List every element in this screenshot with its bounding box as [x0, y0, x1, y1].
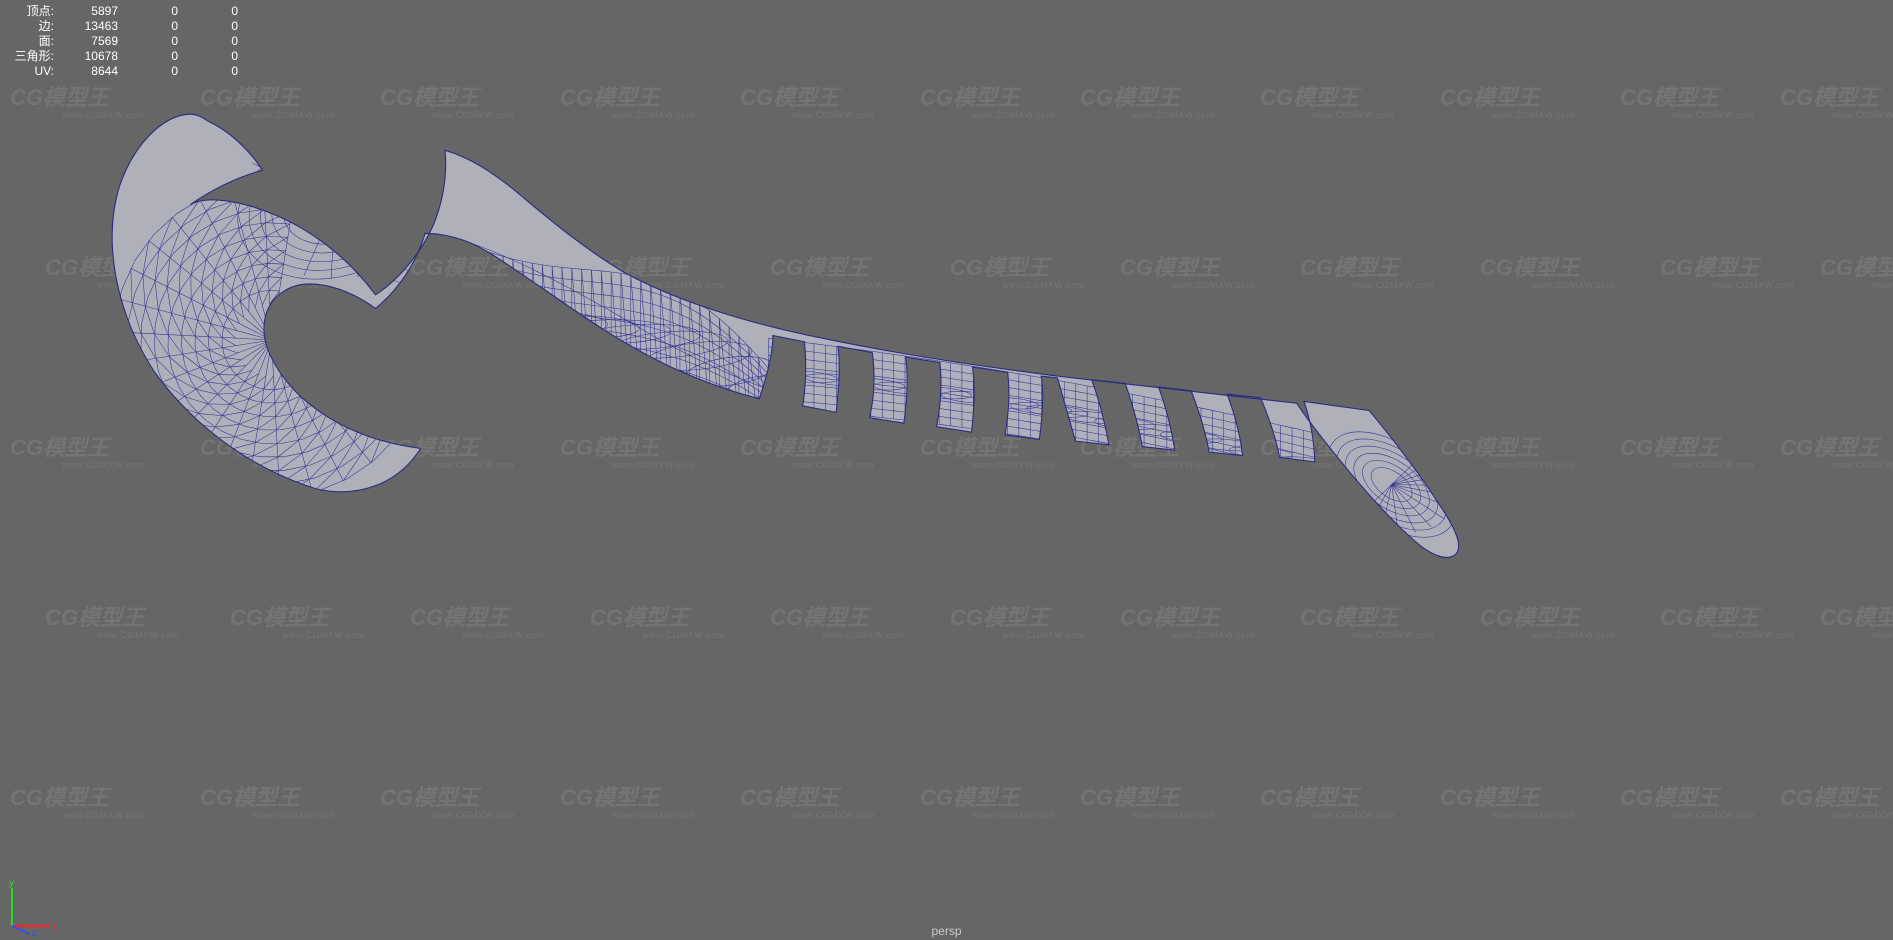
watermark-stamp: CG模型王www.CGMXW.com [1440, 780, 1575, 820]
svg-text:x: x [52, 921, 57, 932]
stats-value: 0 [118, 64, 178, 79]
watermark-stamp: CG模型王www.CGMXW.com [560, 780, 695, 820]
watermark-stamp: CG模型王www.CGMXW.com [920, 780, 1055, 820]
watermark-stamp: CG模型王www.CGMXW.com [740, 780, 875, 820]
polycount-hud: 顶点:589700边:1346300面:756900三角形:1067800UV:… [0, 0, 242, 83]
svg-text:z: z [32, 928, 37, 936]
watermark-stamp: CG模型王www.CGMXW.com [1120, 600, 1255, 640]
watermark-stamp: CG模型王www.CGMXW.com [1780, 780, 1893, 820]
watermark-stamp: CG模型王www.CGMXW.com [1820, 250, 1893, 290]
watermark-stamp: CG模型王www.CGMXW.com [950, 600, 1085, 640]
stats-value: 0 [178, 4, 238, 19]
viewport-3d[interactable]: CG模型王www.CGMXW.com CG模型王www.CGMXW.com CG模型… [0, 0, 1893, 940]
watermark-stamp: CG模型王www.CGMXW.com [1260, 780, 1395, 820]
stats-row: UV:864400 [4, 64, 238, 79]
stats-row: 面:756900 [4, 34, 238, 49]
watermark-stamp: CG模型王www.CGMXW.com [1820, 600, 1893, 640]
stats-value: 0 [178, 64, 238, 79]
stats-value: 7569 [58, 34, 118, 49]
camera-name-label: persp [931, 924, 961, 938]
watermark-stamp: CG模型王www.CGMXW.com [45, 600, 180, 640]
stats-value: 0 [178, 19, 238, 34]
watermark-stamp: CG模型王www.CGMXW.com [1080, 780, 1215, 820]
stats-value: 0 [178, 34, 238, 49]
watermark-stamp: CG模型王www.CGMXW.com [230, 600, 365, 640]
stats-value: 0 [118, 49, 178, 64]
stats-value: 0 [118, 19, 178, 34]
stats-value: 0 [178, 49, 238, 64]
watermark-stamp: CG模型王www.CGMXW.com [200, 780, 335, 820]
stats-row: 三角形:1067800 [4, 49, 238, 64]
watermark-stamp: CG模型王www.CGMXW.com [1780, 80, 1893, 120]
watermark-stamp: CG模型王www.CGMXW.com [1620, 80, 1755, 120]
watermark-stamp: CG模型王www.CGMXW.com [590, 600, 725, 640]
watermark-stamp: CG模型王www.CGMXW.com [1780, 430, 1893, 470]
watermark-stamp: CG模型王www.CGMXW.com [1480, 250, 1615, 290]
watermark-stamp: CG模型王www.CGMXW.com [1660, 600, 1795, 640]
stats-value: 5897 [58, 4, 118, 19]
stats-label: 边: [4, 19, 58, 34]
watermark-stamp: CG模型王www.CGMXW.com [380, 780, 515, 820]
watermark-stamp: CG模型王www.CGMXW.com [1660, 250, 1795, 290]
watermark-stamp: CG模型王www.CGMXW.com [10, 780, 145, 820]
stats-label: 顶点: [4, 4, 58, 19]
stats-value: 0 [118, 4, 178, 19]
svg-text:y: y [9, 878, 14, 889]
stats-value: 0 [118, 34, 178, 49]
watermark-stamp: CG模型王www.CGMXW.com [1620, 430, 1755, 470]
watermark-stamp: CG模型王www.CGMXW.com [1480, 600, 1615, 640]
stats-row: 顶点:589700 [4, 4, 238, 19]
mesh-wireframe-axe [100, 100, 1500, 580]
watermark-stamp: CG模型王www.CGMXW.com [1300, 600, 1435, 640]
stats-value: 13463 [58, 19, 118, 34]
stats-label: 面: [4, 34, 58, 49]
watermark-stamp: CG模型王www.CGMXW.com [1620, 780, 1755, 820]
stats-row: 边:1346300 [4, 19, 238, 34]
stats-label: 三角形: [4, 49, 58, 64]
stats-label: UV: [4, 64, 58, 79]
stats-value: 10678 [58, 49, 118, 64]
stats-value: 8644 [58, 64, 118, 79]
axis-gizmo: x y z [2, 876, 62, 936]
watermark-stamp: CG模型王www.CGMXW.com [770, 600, 905, 640]
watermark-stamp: CG模型王www.CGMXW.com [410, 600, 545, 640]
